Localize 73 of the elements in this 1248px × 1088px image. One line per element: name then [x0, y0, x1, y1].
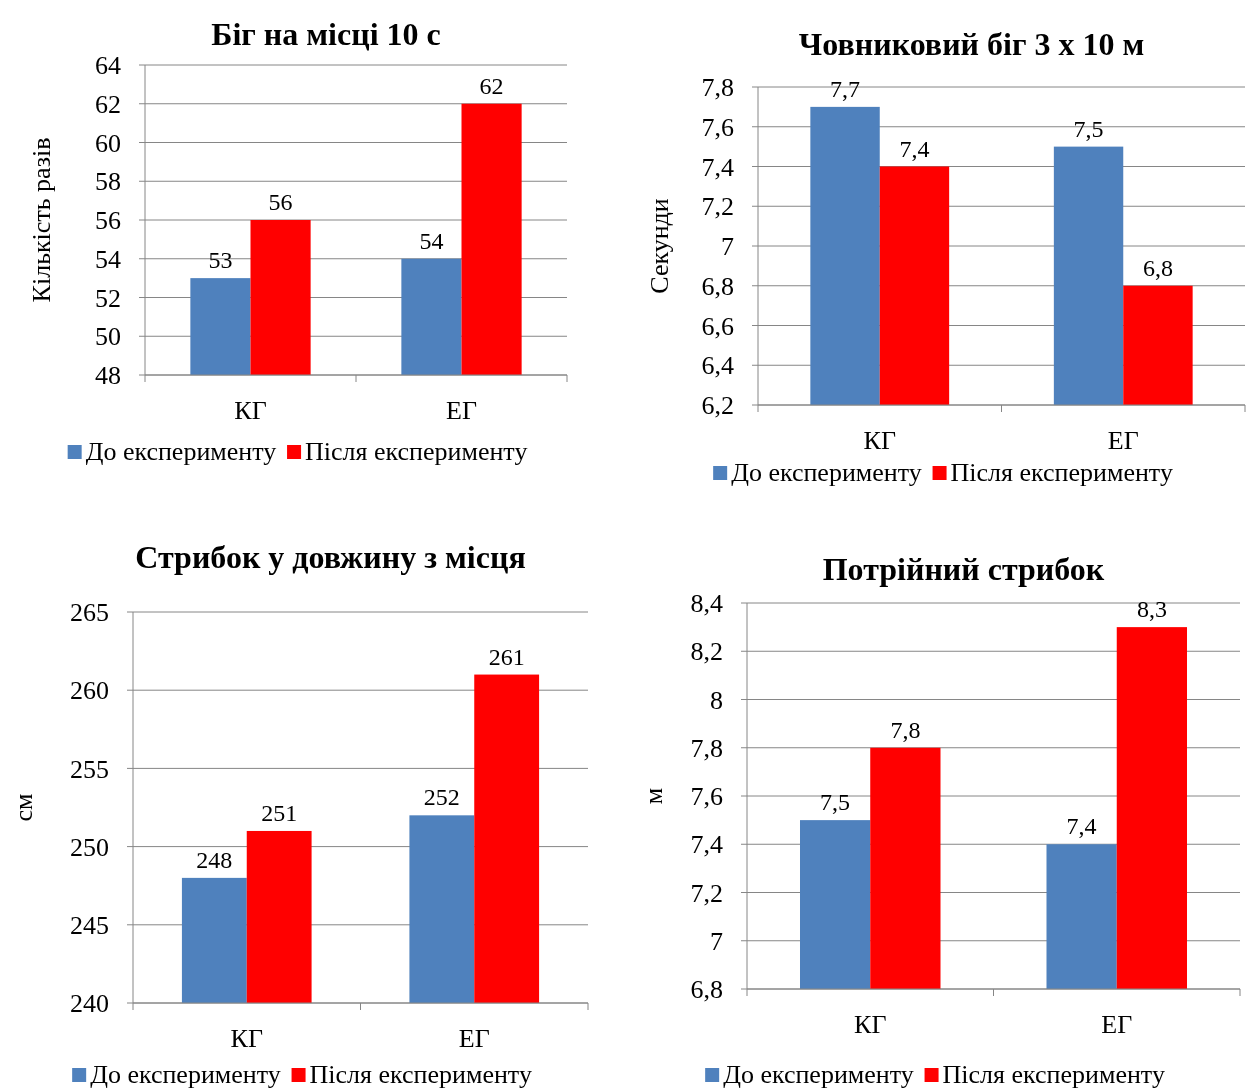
chart-title: Човниковий біг 3 х 10 м: [798, 26, 1145, 62]
y-tick-label: 8,2: [690, 637, 723, 667]
data-label: 7,7: [830, 75, 861, 102]
y-tick-label: 62: [95, 89, 121, 119]
data-label: 53: [208, 247, 233, 274]
y-tick-label: 250: [70, 832, 109, 862]
y-axis-title: м: [639, 787, 668, 805]
data-label: 261: [488, 643, 525, 670]
y-tick-label: 7,8: [701, 73, 734, 103]
legend-label: До експерименту: [723, 1060, 914, 1088]
y-tick-label: 6,8: [701, 271, 734, 301]
data-label: 248: [196, 846, 233, 873]
y-tick-label: 52: [95, 283, 121, 313]
y-tick-label: 8,4: [690, 589, 723, 619]
legend-label: До експерименту: [85, 437, 277, 466]
y-tick-label: 255: [70, 754, 109, 784]
x-tick-label: ЕГ: [458, 1024, 490, 1053]
x-tick-label: ЕГ: [446, 396, 477, 425]
y-tick-label: 54: [95, 244, 121, 274]
data-label: 7,5: [820, 789, 851, 816]
y-tick-label: 6,8: [690, 975, 723, 1005]
y-axis-title: Кількість разів: [27, 137, 56, 303]
legend-label: Після експерименту: [950, 458, 1173, 487]
legend-label: До експерименту: [90, 1060, 281, 1088]
y-tick-label: 56: [95, 206, 121, 236]
y-tick-label: 6,2: [701, 391, 734, 421]
y-tick-label: 7: [710, 926, 723, 956]
legend-label: Після експерименту: [305, 437, 528, 466]
data-label: 62: [479, 72, 504, 99]
data-label: 6,8: [1142, 254, 1173, 281]
x-tick-label: КГ: [863, 426, 896, 455]
x-tick-label: ЕГ: [1107, 426, 1139, 455]
y-axis-title: см: [9, 793, 38, 822]
y-tick-label: 7,6: [690, 782, 723, 812]
y-tick-label: 50: [95, 322, 121, 352]
chart-title: Біг на місці 10 с: [211, 16, 441, 52]
data-label: 7,5: [1073, 115, 1104, 142]
y-tick-label: 58: [95, 167, 121, 197]
y-tick-label: 6,6: [701, 311, 734, 341]
y-tick-label: 7,8: [690, 733, 723, 763]
data-label: 252: [423, 784, 460, 811]
chart-title: Потрійний стрибок: [822, 551, 1105, 587]
data-label: 7,4: [899, 135, 930, 162]
legend-label: Після експерименту: [942, 1060, 1165, 1088]
y-tick-label: 245: [70, 910, 109, 940]
y-tick-label: 60: [95, 128, 121, 158]
y-tick-label: 7,4: [701, 152, 734, 182]
data-label: 56: [268, 189, 293, 215]
y-tick-label: 64: [95, 51, 121, 81]
legend-label: До експерименту: [731, 458, 922, 487]
data-label: 54: [419, 227, 444, 254]
y-tick-label: 260: [70, 676, 109, 706]
y-tick-label: 265: [70, 598, 109, 628]
data-label: 7,8: [890, 716, 921, 743]
x-tick-label: КГ: [854, 1010, 887, 1039]
y-tick-label: 7,4: [690, 830, 723, 860]
y-tick-label: 240: [70, 989, 109, 1019]
y-tick-label: 7: [721, 232, 734, 262]
y-tick-label: 7,2: [690, 878, 723, 908]
x-tick-label: КГ: [230, 1024, 263, 1053]
legend-label: Після експерименту: [309, 1060, 532, 1088]
chart-title: Стрибок у довжину з місця: [135, 539, 526, 575]
x-tick-label: ЕГ: [1101, 1010, 1133, 1039]
data-label: 8,3: [1136, 596, 1167, 623]
y-tick-label: 48: [95, 361, 121, 391]
data-label: 251: [261, 799, 298, 826]
data-label: 7,4: [1066, 813, 1097, 840]
y-axis-title: Секунди: [645, 198, 674, 294]
y-tick-label: 7,2: [701, 192, 734, 222]
x-tick-label: КГ: [234, 396, 267, 425]
y-tick-label: 6,4: [701, 351, 734, 381]
y-tick-label: 8: [710, 685, 723, 715]
y-tick-label: 7,6: [701, 112, 734, 142]
